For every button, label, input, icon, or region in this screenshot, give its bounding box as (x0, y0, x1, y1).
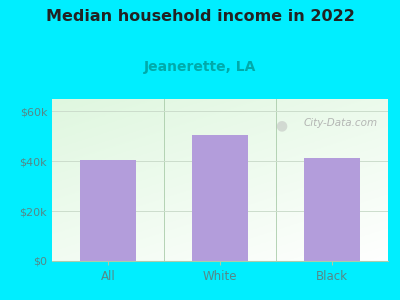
Bar (304, 158, 360, 261)
Bar (80, 160, 136, 261)
Bar (192, 135, 248, 261)
Text: Median household income in 2022: Median household income in 2022 (46, 9, 354, 24)
Text: City-Data.com: City-Data.com (304, 118, 378, 128)
Text: ●: ● (275, 118, 287, 132)
Text: Jeanerette, LA: Jeanerette, LA (144, 60, 256, 74)
